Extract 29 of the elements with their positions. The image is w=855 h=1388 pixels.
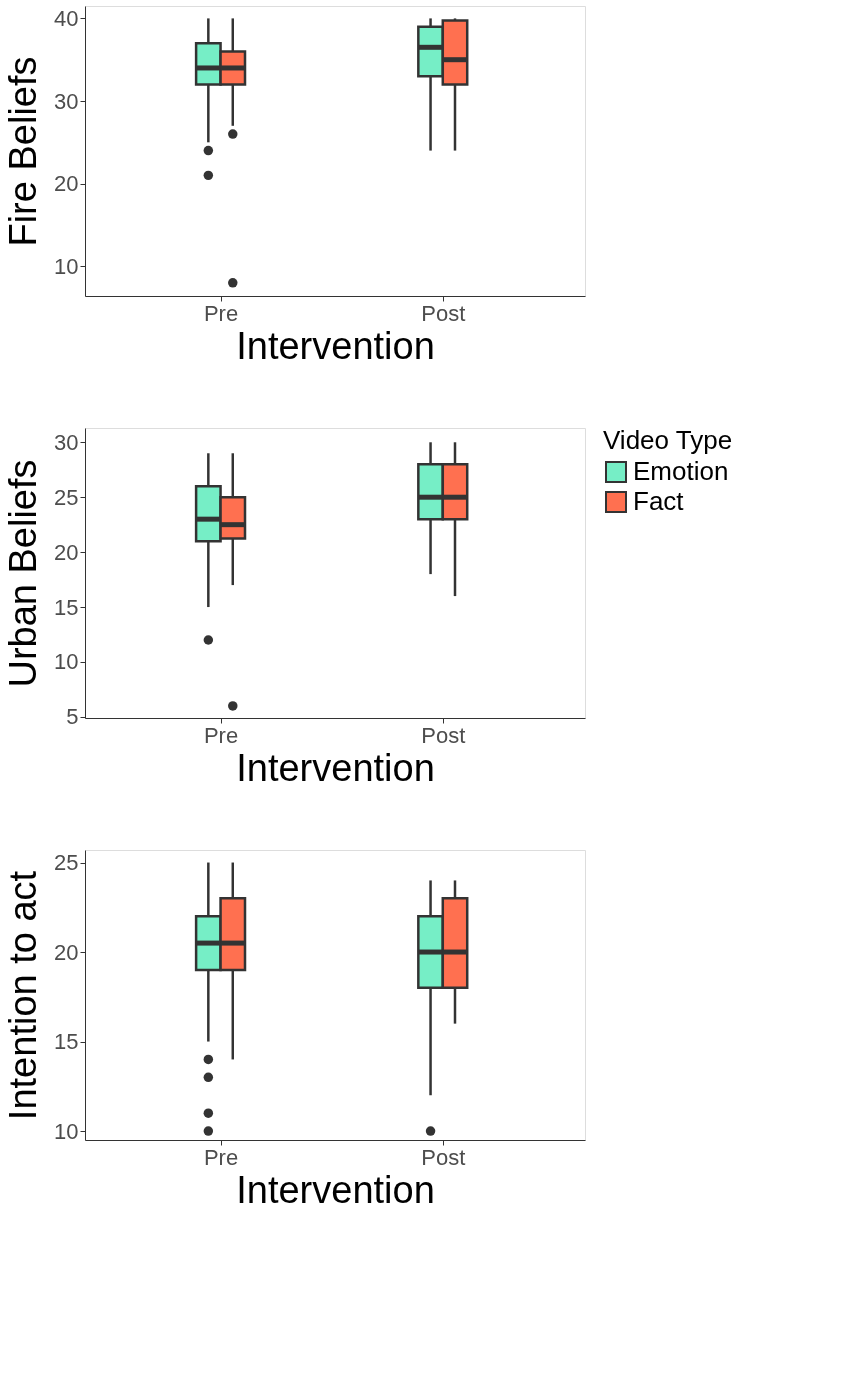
y-tick-label: 10 bbox=[54, 253, 79, 279]
x-axis-title: Intervention bbox=[236, 1168, 435, 1211]
y-tick-label: 5 bbox=[66, 704, 79, 730]
y-tick-label: 15 bbox=[54, 594, 79, 620]
legend-title: Video Type bbox=[603, 425, 733, 455]
x-axis-title: Intervention bbox=[236, 324, 435, 367]
x-tick-label: Post bbox=[421, 1144, 466, 1170]
y-tick-label: 30 bbox=[54, 429, 79, 455]
y-tick-label: 20 bbox=[54, 939, 79, 965]
y-axis-title: Urban Beliefs bbox=[2, 459, 45, 688]
x-tick-label: Post bbox=[421, 300, 466, 326]
y-tick-label: 40 bbox=[54, 5, 79, 31]
x-tick-label: Pre bbox=[203, 1144, 239, 1170]
y-tick-label: 10 bbox=[54, 649, 79, 675]
y-tick-label: 25 bbox=[54, 484, 79, 510]
x-tick-label: Pre bbox=[203, 300, 239, 326]
legend-label: Emotion bbox=[633, 456, 729, 486]
y-tick-label: 10 bbox=[54, 1118, 79, 1144]
x-tick-label: Pre bbox=[203, 722, 239, 748]
x-axis-title: Intervention bbox=[236, 746, 435, 789]
legend-label: Fact bbox=[633, 486, 685, 516]
x-tick-label: Post bbox=[421, 722, 466, 748]
y-axis-title: Fire Beliefs bbox=[2, 56, 45, 247]
y-tick-label: 25 bbox=[54, 850, 79, 876]
y-tick-label: 15 bbox=[54, 1029, 79, 1055]
y-tick-label: 30 bbox=[54, 88, 79, 114]
y-tick-label: 20 bbox=[54, 171, 79, 197]
y-axis-title: Intention to act bbox=[2, 870, 45, 1121]
y-tick-label: 20 bbox=[54, 539, 79, 565]
